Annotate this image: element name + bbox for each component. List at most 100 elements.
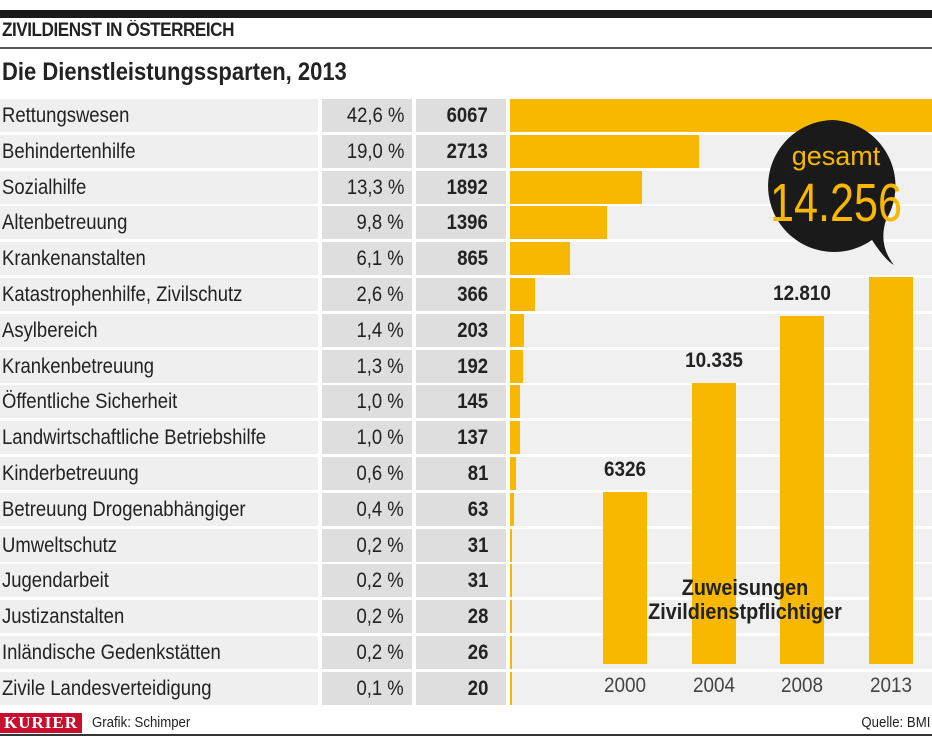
bar [510, 421, 520, 455]
vertical-bar-value: 6326 [603, 458, 647, 482]
value-label: 865 [416, 242, 506, 276]
percent-label: 0,2 % [322, 600, 412, 634]
year-label: 2008 [780, 674, 824, 697]
bar [510, 492, 515, 526]
total-bubble: gesamt 14.256 [768, 120, 902, 265]
bar [510, 385, 521, 419]
table-row: Kinderbetreuung 0,6 % 81 [0, 457, 932, 490]
year-label: 2013 [869, 674, 913, 697]
category-label: Jugendarbeit [0, 564, 318, 598]
value-label: 1396 [416, 206, 506, 240]
percent-label: 1,4 % [322, 313, 412, 347]
value-label: 366 [416, 278, 506, 311]
percent-label: 6,1 % [322, 242, 412, 276]
table-row: Rettungswesen 42,6 % 6067 [0, 99, 932, 132]
category-label: Asylbereich [0, 313, 318, 347]
bubble-shape [768, 120, 896, 265]
bar [510, 671, 512, 705]
value-label: 63 [416, 492, 506, 526]
bar-track [510, 349, 932, 383]
bar [510, 457, 516, 490]
percent-label: 42,6 % [322, 99, 412, 132]
category-label: Sozialhilfe [0, 170, 318, 204]
percent-label: 0,1 % [322, 671, 412, 705]
bar [510, 528, 513, 562]
percent-label: 1,0 % [322, 385, 412, 419]
category-label: Zivile Landesverteidigung [0, 671, 318, 705]
value-label: 26 [416, 636, 506, 669]
category-label: Krankenanstalten [0, 242, 318, 276]
vertical-chart-caption: Zuweisungen Zivildienstpflichtiger [579, 576, 912, 624]
value-label: 20 [416, 671, 506, 705]
table-row: Krankenanstalten 6,1 % 865 [0, 242, 932, 276]
percent-label: 1,0 % [322, 421, 412, 455]
chart-title: Die Dienstleistungssparten, 2013 [2, 58, 347, 86]
category-label: Behindertenhilfe [0, 134, 318, 168]
value-label: 31 [416, 564, 506, 598]
percent-label: 2,6 % [322, 278, 412, 311]
percent-label: 1,3 % [322, 349, 412, 383]
bottom-rule [0, 734, 932, 736]
bar [510, 636, 512, 669]
percent-label: 9,8 % [322, 206, 412, 240]
value-label: 31 [416, 528, 506, 562]
divider [0, 47, 932, 49]
percent-label: 0,6 % [322, 457, 412, 490]
percent-label: 0,2 % [322, 636, 412, 669]
category-label: Öffentliche Sicherheit [0, 385, 318, 419]
category-label: Umweltschutz [0, 528, 318, 562]
vertical-bar [603, 492, 647, 664]
bar-track [510, 278, 932, 311]
table-row: Krankenbetreuung 1,3 % 192 [0, 349, 932, 383]
category-label: Kinderbetreuung [0, 457, 318, 490]
bar-track [510, 99, 932, 132]
bubble-value: 14.256 [770, 174, 902, 234]
bar-track [510, 671, 932, 705]
category-label: Inländische Gedenkstätten [0, 636, 318, 669]
value-label: 192 [416, 349, 506, 383]
percent-label: 19,0 % [322, 134, 412, 168]
percent-label: 0,4 % [322, 492, 412, 526]
bar [510, 99, 932, 132]
bar [510, 134, 699, 168]
bar [510, 349, 524, 383]
table-row: Asylbereich 1,4 % 203 [0, 313, 932, 347]
value-label: 81 [416, 457, 506, 490]
value-label: 28 [416, 600, 506, 634]
percent-label: 0,2 % [322, 528, 412, 562]
value-label: 2713 [416, 134, 506, 168]
bar [510, 278, 536, 311]
percent-label: 0,2 % [322, 564, 412, 598]
bar [510, 600, 512, 634]
value-label: 6067 [416, 99, 506, 132]
vertical-bar-value: 12.810 [773, 282, 831, 306]
category-label: Betreuung Drogenabhängiger [0, 492, 318, 526]
kurier-logo: KURIER [0, 713, 83, 733]
vertical-bar [780, 316, 824, 664]
value-label: 137 [416, 421, 506, 455]
bar [510, 313, 525, 347]
bar [510, 206, 608, 240]
year-label: 2004 [692, 674, 736, 697]
vertical-bar [692, 383, 736, 664]
bar-track [510, 242, 932, 276]
bubble-label: gesamt [792, 141, 881, 171]
value-label: 145 [416, 385, 506, 419]
table-row: Katastrophenhilfe, Zivilschutz 2,6 % 366 [0, 278, 932, 311]
year-label: 2000 [603, 674, 647, 697]
bar-track [510, 313, 932, 347]
category-label: Rettungswesen [0, 99, 318, 132]
value-label: 1892 [416, 170, 506, 204]
category-label: Landwirtschaftliche Betriebshilfe [0, 421, 318, 455]
category-label: Justizanstalten [0, 600, 318, 634]
value-label: 203 [416, 313, 506, 347]
category-label: Katastrophenhilfe, Zivilschutz [0, 278, 318, 311]
bar [510, 564, 513, 598]
caption-line-2: Zivildienstpflichtiger [648, 599, 842, 624]
vertical-bar [869, 277, 913, 664]
vertical-bar-value: 10.335 [685, 349, 743, 373]
kicker: ZIVILDIENST IN ÖSTERREICH [2, 20, 234, 41]
percent-label: 13,3 % [322, 170, 412, 204]
bar [510, 242, 571, 276]
